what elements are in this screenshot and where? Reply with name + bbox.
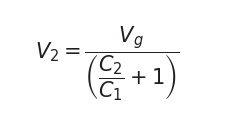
Text: $V_2 = \dfrac{V_g}{\left(\dfrac{C_2}{C_1} + 1\right)}$: $V_2 = \dfrac{V_g}{\left(\dfrac{C_2}{C_1…	[35, 24, 180, 103]
